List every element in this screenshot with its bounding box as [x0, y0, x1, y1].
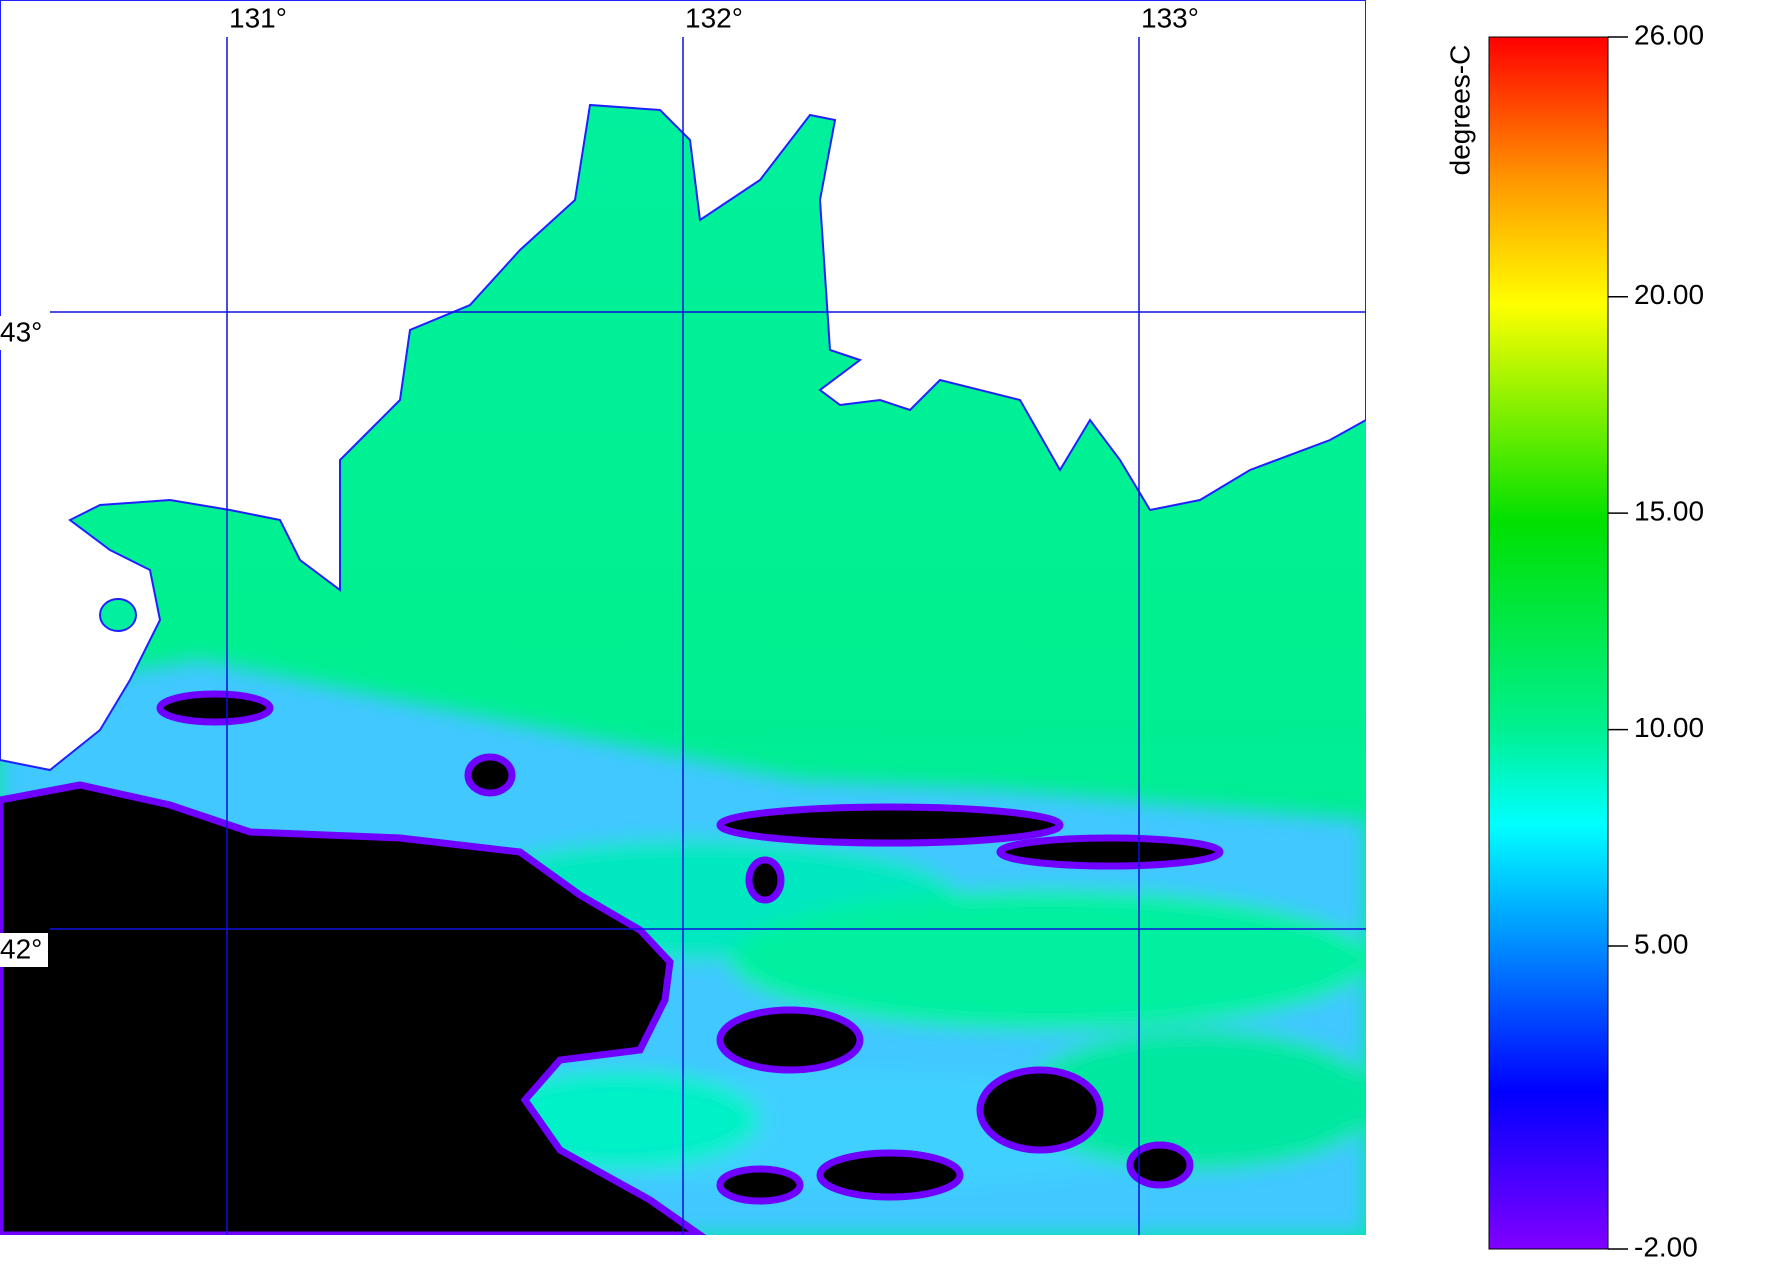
- latitude-label: 43°: [0, 316, 42, 347]
- colorbar-title: degrees-C: [1444, 45, 1475, 176]
- colorbar-tick-label: 15.00: [1634, 496, 1704, 527]
- latitude-label-bg: [0, 316, 48, 350]
- longitude-label: 131°: [229, 2, 287, 33]
- colorbar-tick-label: 5.00: [1634, 928, 1689, 959]
- graticule: 131° 132° 133° 43° 42°: [0, 2, 1366, 1235]
- colorbar-tick-label: 26.00: [1634, 19, 1704, 50]
- colorbar-tick-label: 10.00: [1634, 712, 1704, 743]
- colorbar: [1488, 36, 1609, 1250]
- colorbar-tick-label: 20.00: [1634, 279, 1704, 310]
- colorbar-tick-label: -2.00: [1634, 1231, 1698, 1262]
- latitude-label-bg: [0, 933, 48, 967]
- longitude-label: 132°: [685, 2, 743, 33]
- latitude-label: 42°: [0, 933, 42, 964]
- sst-image: [0, 0, 1366, 1235]
- longitude-label: 133°: [1141, 2, 1199, 33]
